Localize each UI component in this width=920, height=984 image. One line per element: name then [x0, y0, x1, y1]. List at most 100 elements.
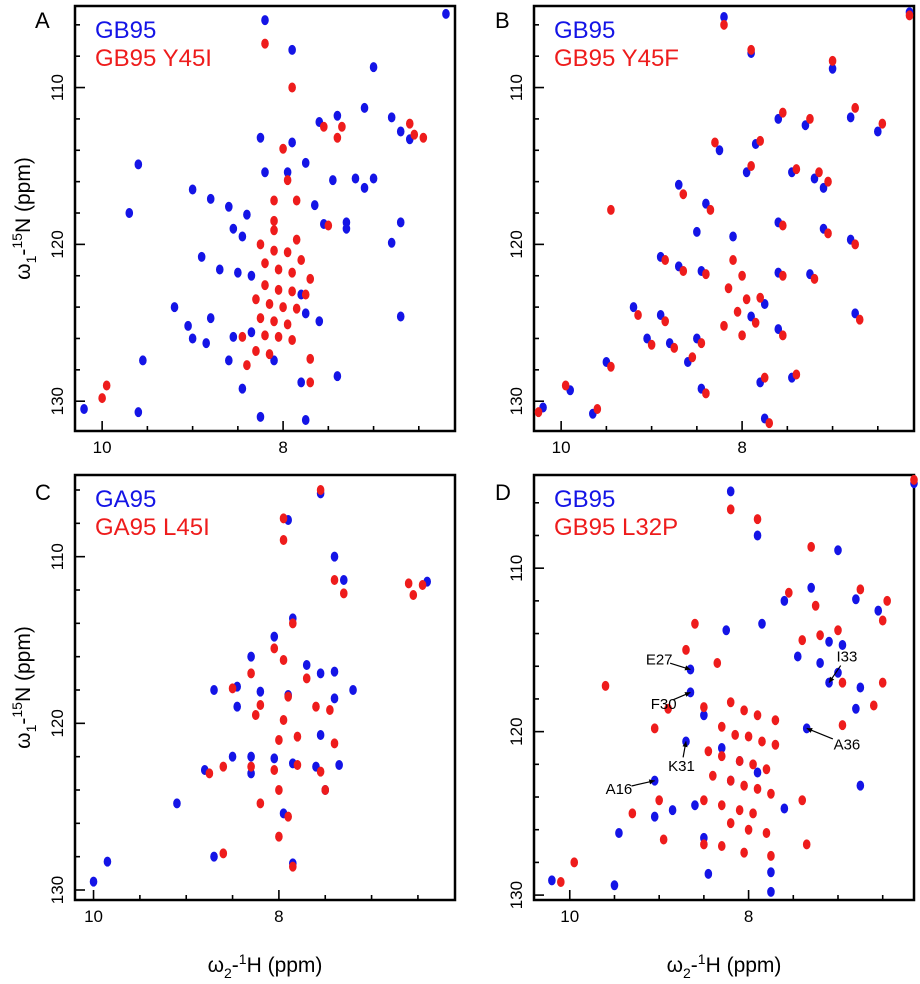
peak-red: [405, 118, 414, 129]
peak-red: [279, 655, 288, 666]
peak-red: [697, 338, 706, 349]
peak-red: [855, 314, 864, 325]
annotation-arrowhead: [806, 727, 813, 733]
peak-blue: [210, 851, 218, 862]
peak-red: [284, 691, 292, 702]
peak-blue: [851, 308, 859, 319]
peak-red: [330, 738, 339, 749]
peak-red: [738, 270, 746, 281]
peak-blue: [256, 411, 265, 422]
peak-red: [256, 313, 265, 324]
legend-entry-blue: GB95: [554, 486, 615, 513]
peak-red: [704, 746, 713, 757]
peak-red: [279, 535, 288, 546]
x-tick-label: 8: [737, 438, 746, 457]
y-tick-label: 120: [507, 230, 526, 258]
peak-blue: [206, 193, 215, 204]
x-tick-label: 8: [278, 438, 287, 457]
plot-frame: [73, 473, 457, 902]
peak-red: [838, 720, 847, 731]
peak-red: [661, 316, 669, 327]
peak-red: [301, 289, 310, 300]
peak-red: [274, 331, 283, 342]
peak-blue: [256, 132, 265, 143]
x-axis-label-sub: 2: [224, 965, 232, 981]
peak-red: [238, 331, 247, 342]
peak-blue: [243, 209, 251, 220]
peak-red: [691, 618, 699, 629]
peak-blue: [722, 625, 731, 636]
peak-red: [760, 372, 769, 383]
annotation-label: A36: [834, 737, 861, 754]
y-tick-label: 120: [48, 230, 67, 258]
peak-red: [270, 643, 279, 654]
peak-blue: [758, 618, 766, 629]
peak-blue: [668, 805, 677, 816]
peak-red: [910, 474, 918, 485]
peak-blue: [247, 751, 255, 762]
peak-red: [810, 273, 819, 284]
panel-label: B: [495, 8, 510, 33]
peak-blue: [206, 313, 215, 324]
peak-red: [252, 294, 260, 305]
peak-red: [742, 294, 751, 305]
peak-red: [834, 625, 842, 636]
peak-red: [274, 284, 283, 295]
peak-blue: [316, 668, 325, 679]
peak-red: [700, 795, 708, 806]
peak-blue: [753, 767, 762, 778]
peak-red: [771, 715, 780, 726]
y-tick-label: 130: [507, 387, 526, 415]
x-tick-label: 10: [93, 438, 112, 457]
peak-red: [756, 135, 764, 146]
peak-blue: [330, 666, 339, 677]
peak-blue: [774, 113, 783, 124]
annotation-arrowhead: [684, 692, 691, 697]
peak-red: [717, 841, 726, 852]
y-axis-label-rest: N (ppm): [12, 157, 35, 233]
peak-red: [570, 857, 579, 868]
peak-blue: [247, 270, 256, 281]
panel-label: D: [495, 480, 511, 505]
peak-red: [815, 167, 823, 178]
peak-red: [326, 705, 334, 716]
peak-red: [256, 798, 265, 809]
x-axis-label: ω2-1H (ppm): [208, 951, 323, 981]
peak-red: [270, 225, 278, 236]
peak-blue: [838, 640, 847, 651]
peak-red: [333, 132, 342, 143]
peak-red: [798, 635, 807, 646]
peak-blue: [846, 112, 855, 123]
y-axis-label-rest: N (ppm): [12, 626, 35, 702]
peak-red: [320, 121, 328, 132]
y-tick-label: 120: [48, 709, 67, 737]
peak-red: [274, 264, 283, 275]
peak-red: [749, 759, 757, 770]
peak-blue: [715, 145, 724, 156]
y-axis-label-sub: 1: [23, 255, 39, 263]
y-axis-label-sup: 15: [9, 233, 25, 249]
peak-red: [404, 578, 413, 589]
peak-blue: [247, 651, 255, 662]
peak-blue: [396, 126, 405, 137]
peak-blue: [691, 800, 699, 811]
x-axis-label: ω2-1H (ppm): [667, 951, 782, 981]
x-tick-label: 10: [560, 907, 579, 926]
peak-red: [634, 309, 642, 320]
peak-blue: [852, 594, 860, 605]
peak-red: [316, 766, 325, 777]
peak-red: [228, 683, 237, 694]
legend-entry-blue: GB95: [95, 17, 156, 44]
peak-blue: [188, 184, 197, 195]
peak-blue: [173, 798, 181, 809]
peak-blue: [197, 251, 206, 262]
peak-blue: [856, 682, 865, 693]
peak-red: [297, 255, 305, 266]
peak-blue: [351, 173, 360, 184]
peak-red: [409, 590, 418, 601]
peak-blue: [335, 760, 343, 771]
peak-red: [807, 541, 815, 552]
peak-blue: [125, 208, 134, 219]
